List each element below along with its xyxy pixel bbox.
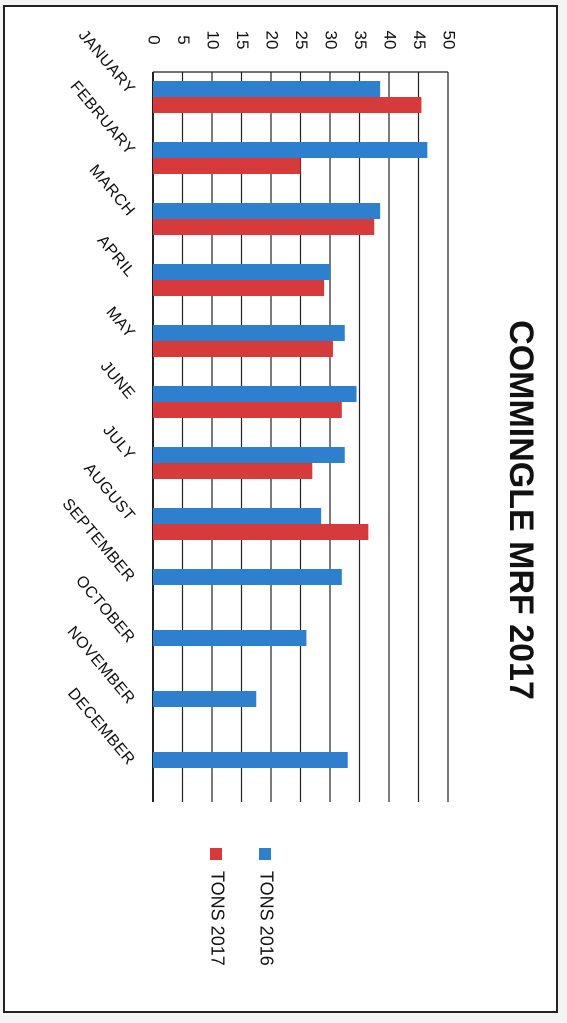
- tick-label: 45: [410, 31, 429, 50]
- bar-tons-2017: [153, 524, 369, 540]
- tick-label: 0: [145, 35, 164, 44]
- bar-tons-2016: [153, 142, 428, 158]
- bar-tons-2017: [153, 219, 375, 235]
- tick-label: 50: [440, 31, 459, 50]
- bar-tons-2017: [153, 158, 301, 174]
- bar-tons-2016: [153, 630, 307, 646]
- bar-tons-2017: [153, 97, 422, 113]
- bar-tons-2016: [153, 447, 345, 463]
- legend-swatch: [210, 848, 222, 860]
- tick-label: 30: [322, 31, 341, 50]
- legend-label: TONS 2017: [207, 871, 227, 966]
- tick-label: 5: [174, 35, 193, 44]
- tick-label: 10: [204, 31, 223, 50]
- value-tick-labels: 0 5 10 15 20 25 30 35 40 45 50: [145, 31, 459, 50]
- tick-label: 20: [263, 31, 282, 50]
- bar-tons-2016: [153, 203, 381, 219]
- bar-tons-2016: [153, 752, 348, 768]
- bar-tons-2016: [153, 386, 357, 402]
- bar-tons-2016: [153, 569, 342, 585]
- legend-label: TONS 2016: [256, 871, 276, 966]
- tick-label: 15: [233, 31, 252, 50]
- bar-tons-2016: [153, 691, 257, 707]
- legend-swatch: [259, 848, 271, 860]
- tick-label: 35: [351, 31, 370, 50]
- tick-label: 25: [292, 31, 311, 50]
- bar-tons-2017: [153, 341, 333, 357]
- chart-title: COMMINGLE MRF 2017: [502, 320, 540, 700]
- bar-tons-2016: [153, 81, 381, 97]
- bar-tons-2016: [153, 264, 330, 280]
- bar-tons-2016: [153, 325, 345, 341]
- bar-tons-2017: [153, 280, 325, 296]
- bar-tons-2016: [153, 508, 322, 524]
- tick-label: 40: [381, 31, 400, 50]
- bar-tons-2017: [153, 402, 342, 418]
- bars: [153, 81, 428, 768]
- gridlines: [152, 71, 449, 802]
- bar-tons-2017: [153, 463, 313, 479]
- legend: TONS 2016 TONS 2017: [207, 848, 276, 966]
